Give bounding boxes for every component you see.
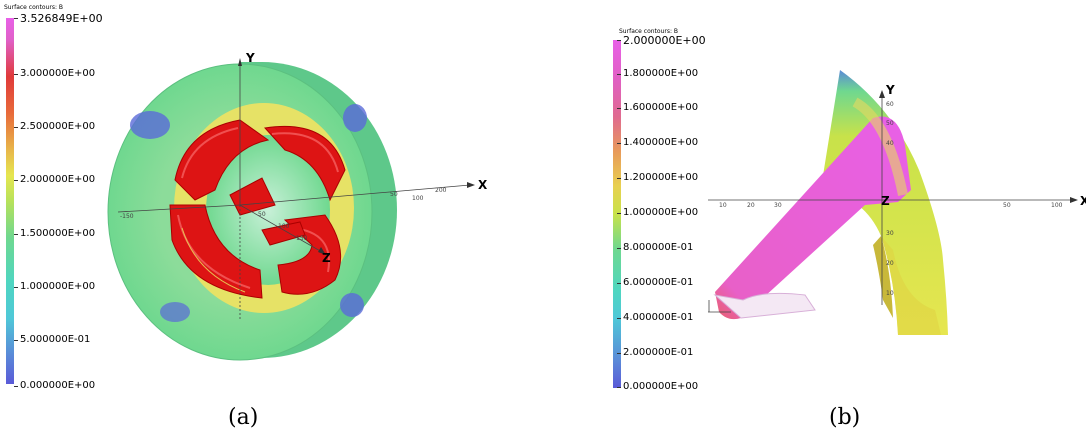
axis-tick: 30 [774,202,782,209]
axis-tick: 50 [886,120,894,127]
colorbar-a-tick: 5.000000E-01 [13,334,91,345]
pole-tip [713,292,816,319]
caption-b: (b) [829,405,861,430]
axis-triad-a [117,62,471,320]
panel-b: Surface contours: B 2.000000E+00 1.80000… [543,0,1086,439]
caption-a: (a) [228,405,259,430]
colorbar-b-tick: 1.600000E+00 [616,102,699,113]
axis-tick: 10 [886,290,894,297]
axis-tick: 60 [886,101,894,108]
axis-tick: 50 [258,211,266,218]
axis-tick: 20 [886,260,894,267]
legend-title-a: Surface contours: B [4,4,64,11]
field-spot [340,293,364,317]
colorbar-b-tick-max: 2.000000E+00 [617,34,706,47]
axis-tick: 20 [747,202,755,209]
axis-tick: 10 [719,202,727,209]
axis-label-x: X [1080,194,1086,208]
colorbar-b [613,40,621,388]
colorbar-a-tick: 1.500000E+00 [13,228,96,239]
coil-upper-right [264,125,346,202]
coil-lower-left [169,204,263,299]
field-spot [343,104,367,132]
colorbar-b-tick: 1.400000E+00 [616,137,699,148]
axis-tick: 150 [296,235,308,242]
yoke-arc-side [881,236,941,335]
colorbar-a-tick: 2.000000E+00 [13,174,96,185]
coil-upper-left [174,119,270,201]
axis-tick: 40 [886,140,894,147]
axis-tick: 200 [435,187,447,194]
colorbar-a-tick-max: 3.526849E+00 [14,12,103,25]
field-spot [160,302,190,322]
colorbar-a [6,18,14,384]
colorbar-b-tick: 4.000000E-01 [616,312,694,323]
colorbar-b-tick: 1.800000E+00 [616,68,699,79]
bore-inner [206,135,330,285]
axis-tick: 100 [412,195,424,202]
colorbar-b-tick: 8.000000E-01 [616,242,694,253]
colorbar-a-tick: 3.000000E+00 [13,68,96,79]
axis-tick: 100 [1051,202,1063,209]
panel-a: Surface contours: B 3.526849E+00 3.00000… [4,4,488,430]
pole-arm [715,116,911,320]
axis-label-x: X [478,178,488,192]
colorbar-a-tick-min: 0.000000E+00 [13,380,96,391]
axis-tick: 50 [390,191,398,198]
colorbar-a-tick: 2.500000E+00 [13,121,96,132]
field-spot [130,111,170,139]
colorbar-b-tick: 6.000000E-01 [616,277,694,288]
axis-tick: 100 [278,223,290,230]
pole-section-view: Y X Z 10 20 30 50 100 60 50 40 30 20 10 [708,70,1086,335]
axis-label-y: Y [885,83,895,97]
axis-label-z: Z [881,194,890,208]
axis-label-y: Y [245,51,255,65]
axis-tick: 50 [1003,202,1011,209]
colorbar-b-tick: 1.200000E+00 [616,172,699,183]
axis-triad-b [708,95,1073,313]
axis-tick: -150 [120,213,134,220]
colorbar-b-tick: 2.000000E-01 [616,347,694,358]
quadrupole-model-view: Y X Z -150 50 100 200 50 100 150 [107,51,488,361]
legend-title-b: Surface contours: B [619,28,679,35]
axis-label-z: Z [322,251,331,265]
coil-end [261,221,306,246]
colorbar-b-tick-min: 0.000000E+00 [616,381,699,392]
colorbar-a-tick: 1.000000E+00 [13,281,96,292]
colorbar-b-tick: 1.000000E+00 [616,207,699,218]
yoke-arc-edge [873,236,893,318]
axis-tick: 30 [886,230,894,237]
